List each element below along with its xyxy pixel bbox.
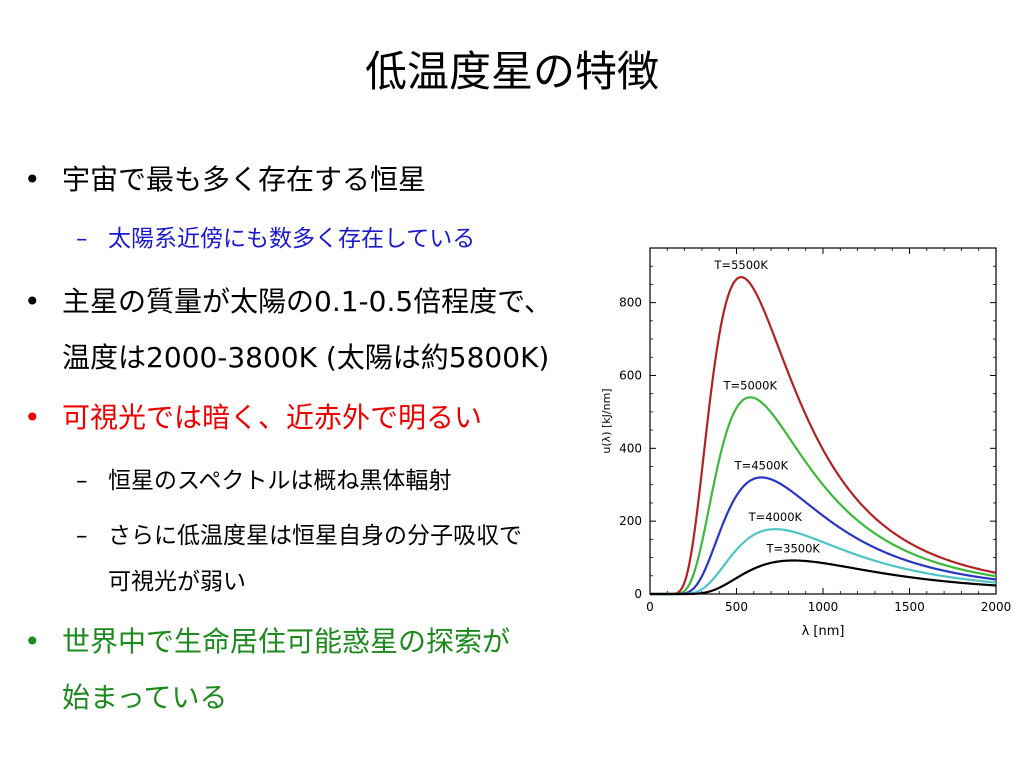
sub-bullet-blackbody: 恒星のスペクトルは概ね黒体輻射 — [108, 468, 452, 494]
series-line-5500k — [650, 276, 997, 596]
sub-bullet-marker: – — [76, 468, 88, 494]
sub-bullet-molecular-absorption-line2: 可視光が弱い — [108, 569, 246, 595]
blackbody-spectrum-chart: 0 500 1000 1500 2000 0 200 400 600 800 T=5500K T=5… — [600, 247, 1012, 639]
series-label-4500k: T=4500K — [734, 458, 789, 472]
x-tick-label: 500 — [725, 600, 748, 614]
sub-bullet-solar-neighborhood: 太陽系近傍にも数多く存在している — [108, 226, 476, 252]
sub-bullet-marker: – — [76, 226, 88, 252]
bullet-most-common-stars: 宇宙で最も多く存在する恒星 — [62, 163, 427, 196]
x-tick-label: 0 — [646, 600, 654, 614]
bullet-habitable-search-line2: 始まっている — [62, 681, 228, 714]
sub-bullet-molecular-absorption-line1: さらに低温度星は恒星自身の分子吸収で — [108, 523, 522, 549]
y-tick-label: 200 — [619, 514, 642, 528]
bullet-mass-line1: 主星の質量が太陽の0.1-0.5倍程度で、 — [62, 285, 553, 318]
series-line-3500k — [650, 559, 997, 596]
x-tick-label: 2000 — [981, 600, 1012, 614]
sub-bullet-marker: – — [76, 523, 88, 549]
series-line-5000k — [650, 396, 997, 596]
bullet-marker: • — [24, 401, 41, 434]
y-tick-label: 800 — [619, 296, 642, 310]
y-tick-label: 600 — [619, 368, 642, 382]
bullet-visible-dark: 可視光では暗く、近赤外で明るい — [62, 401, 483, 434]
bullet-marker: • — [24, 625, 41, 658]
series-label-4000k: T=4000K — [748, 510, 803, 524]
bullet-habitable-search-line1: 世界中で生命居住可能惑星の探索が — [62, 625, 511, 658]
bullet-marker: • — [24, 285, 41, 318]
series-label-3500k: T=3500K — [765, 541, 820, 555]
x-axis-label: λ [nm] — [802, 624, 845, 639]
y-tick-label: 0 — [634, 587, 642, 601]
series-line-4500k — [650, 476, 997, 596]
series-label-5500k: T=5500K — [713, 258, 768, 272]
series-line-4000k — [650, 528, 997, 596]
bullet-marker: • — [24, 163, 41, 196]
y-tick-label: 400 — [619, 441, 642, 455]
y-axis-label: u(λ) [kJ/nm] — [600, 388, 613, 453]
x-tick-label: 1000 — [808, 600, 839, 614]
slide-title: 低温度星の特徴 — [364, 47, 659, 96]
series-label-5000k: T=5000K — [723, 378, 778, 392]
x-tick-label: 1500 — [894, 600, 925, 614]
bullet-mass-line2: 温度は2000-3800K (太陽は約5800K) — [62, 341, 550, 374]
